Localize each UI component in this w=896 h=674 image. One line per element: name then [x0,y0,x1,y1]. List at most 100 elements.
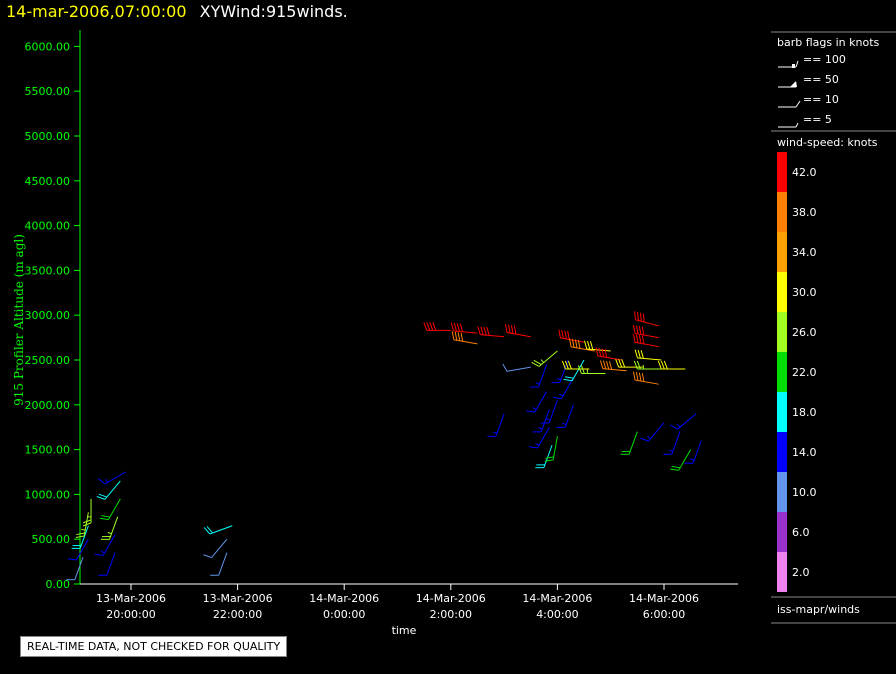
wind-barb [535,444,553,469]
speed-legend-item: 18.0 [777,392,817,432]
wind-barb [526,391,548,413]
wind-barb [634,349,662,361]
wind-barb [540,400,558,424]
wind-barb [450,322,478,334]
barb-legend-label: == 5 [803,113,832,126]
wind-barb [94,534,116,556]
wind-barb [99,498,121,521]
speed-swatch [777,152,787,192]
y-tick-label: 1000.00 [25,488,71,501]
wind-barb [544,436,558,462]
wind-barb [552,377,574,400]
wind-barb [487,413,505,437]
wind-barb [563,359,585,382]
y-tick-label: 500.00 [32,533,71,546]
x-tick-date: 14-Mar-2006 [629,592,699,605]
y-tick-label: 4500.00 [25,175,71,188]
wind-barb [502,363,531,372]
wind-barb [558,329,585,343]
speed-swatch [777,192,787,232]
wind-barb [670,449,692,471]
wind-barb [423,322,451,331]
wind-barb [98,552,116,576]
legend: barb flags in knots == 100 == 50 == 10 == 5 w… [771,31,896,624]
x-tick-time: 2:00:00 [430,608,472,621]
wind-barb [657,360,686,370]
wind-barb [600,360,627,372]
speed-legend-label: 2.0 [792,566,810,579]
speed-legend-item: 6.0 [777,512,810,552]
wind-barb [556,404,574,428]
wind-barb [528,426,550,449]
x-tick-time: 20:00:00 [106,608,155,621]
speed-legend-item: 30.0 [777,272,817,312]
wind-barb [595,347,622,361]
wind-barb [584,340,611,352]
speed-swatch [777,552,787,592]
speed-legend-item: 14.0 [777,432,817,472]
barb-legend-label: == 50 [803,73,839,86]
wind-barb [67,538,89,561]
barb-legend-label: == 100 [803,53,846,66]
barb-legend-item: == 5 [778,113,832,128]
wind-barb [632,371,659,385]
y-tick-label: 0.00 [46,578,71,591]
wind-barb [66,556,84,581]
wind-barb [82,498,92,527]
y-tick-label: 2500.00 [25,354,71,367]
speed-legend-item: 2.0 [777,552,810,592]
chart-header: 14-mar-2006,07:00:00 XYWind:915winds. [6,2,348,21]
wind-barb [529,364,548,388]
barb-legend-item: == 100 [778,53,846,68]
speed-legend-label: 6.0 [792,526,810,539]
speed-swatch [777,512,787,552]
wind-barb [203,538,228,559]
speed-legend-label: 10.0 [792,486,817,499]
speed-swatch [777,272,787,312]
speed-legend-label: 18.0 [792,406,817,419]
speed-swatch [777,432,787,472]
wind-barb [531,350,558,367]
wind-barb [663,431,681,455]
x-tick-time: 0:00:00 [323,608,365,621]
speed-legend-item: 42.0 [777,152,817,192]
wind-barb [71,525,89,549]
x-tick-time: 22:00:00 [213,608,262,621]
barb-legend-item: == 10 [778,93,839,108]
x-tick-time: 6:00:00 [643,608,685,621]
barb-legend-title: barb flags in knots [777,36,880,49]
wind-barbs [66,311,702,581]
y-tick-label: 5000.00 [25,130,71,143]
header-title: XYWind:915winds. [199,2,348,21]
barb-legend-item: == 50 [778,73,839,88]
y-tick-label: 3500.00 [25,264,71,277]
speed-legend-label: 30.0 [792,286,817,299]
speed-swatch [777,312,787,352]
speed-legend-label: 38.0 [792,206,817,219]
speed-swatch [777,472,787,512]
quality-notice: REAL-TIME DATA, NOT CHECKED FOR QUALITY [20,636,288,657]
speed-swatch [777,232,787,272]
wind-barb [684,440,702,464]
x-axis-label: time [392,624,417,637]
speed-legend-item: 22.0 [777,352,817,392]
speed-legend-label: 22.0 [792,366,817,379]
speed-legend-label: 14.0 [792,446,817,459]
wind-barb [634,311,659,327]
wind-barb [97,471,126,485]
wind-barb [569,338,595,352]
wind-barb [640,422,665,442]
wind-barb [577,365,606,374]
wind-barb [96,480,121,500]
wind-barb [561,360,590,370]
wind-barb [615,358,643,368]
x-tick-date: 14-Mar-2006 [522,592,592,605]
x-tick-date: 13-Mar-2006 [96,592,166,605]
speed-legend-label: 34.0 [792,246,817,259]
y-tick-label: 4000.00 [25,220,71,233]
speed-legend-item: 34.0 [777,232,817,272]
y-axis-label: 915 Profiler Altitude (m agl) [12,234,26,406]
header-timestamp: 14-mar-2006,07:00:00 [6,2,187,21]
wind-barb [477,326,505,338]
x-tick-date: 13-Mar-2006 [203,592,273,605]
